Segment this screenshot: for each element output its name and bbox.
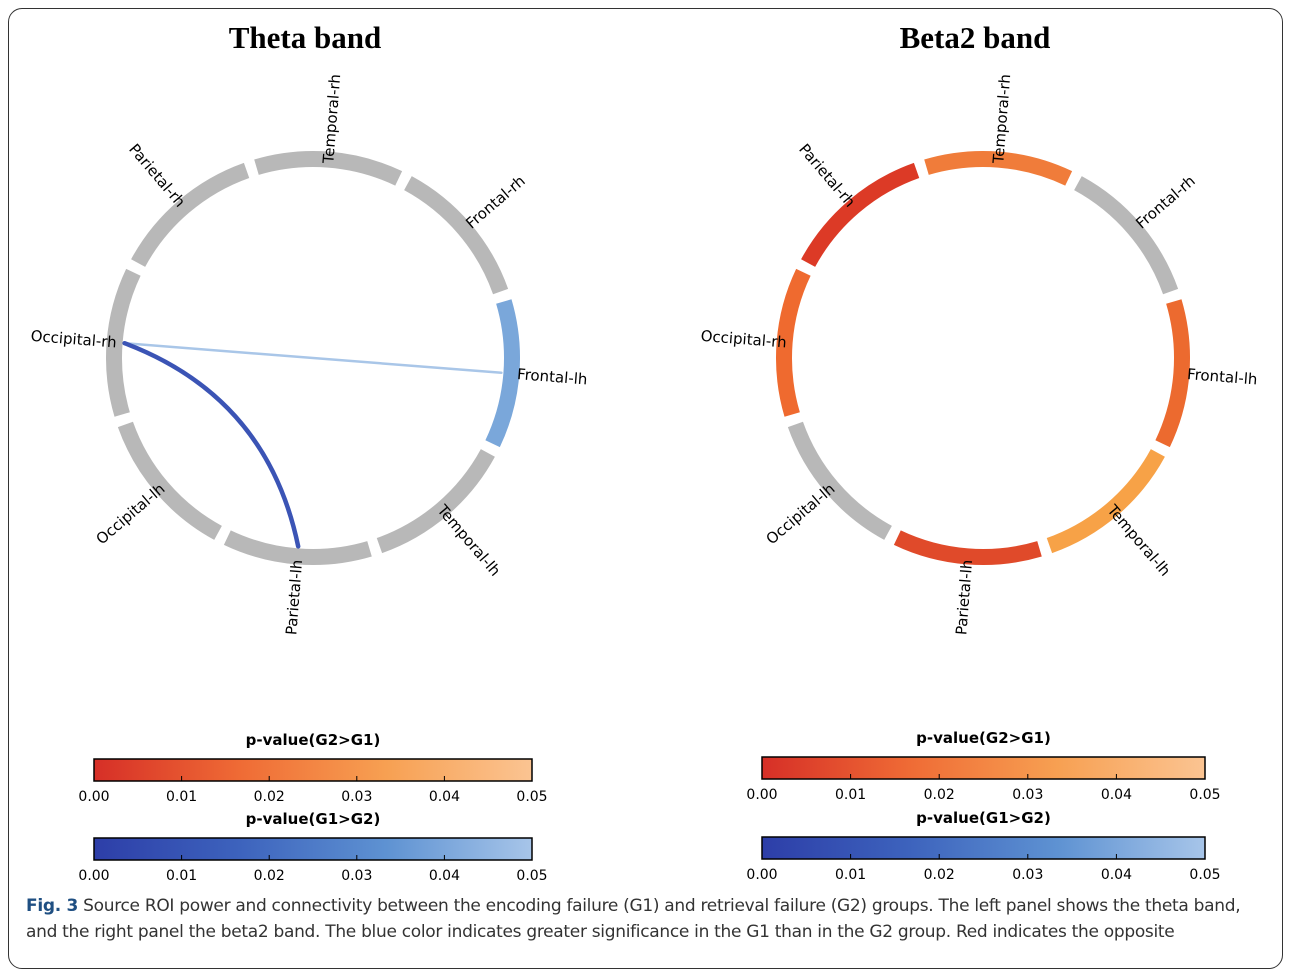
beta2-colorbar-title-1: p-value(G1>G2): [916, 809, 1051, 827]
beta2-colorbar-tick-label: 0.02: [924, 867, 955, 883]
beta2-roi-label-parietal-lh: Parietal-lh: [952, 559, 976, 636]
theta-colorbar-tick-label: 0.03: [341, 789, 372, 805]
beta2-node-arc-parietal-lh: [897, 538, 1039, 557]
theta-roi-label-temporal-rh: Temporal-rh: [319, 73, 344, 165]
beta2-panel-title: Beta2 band: [900, 20, 1051, 55]
theta-colorbars: p-value(G2>G1) 0.00 0.01 0.02 0.03 0.04 0.05 p-…: [78, 731, 547, 884]
beta2-colorbars: p-value(G2>G1) 0.00 0.01 0.02 0.03 0.04 0.05 p-…: [746, 729, 1220, 883]
beta2-colorbar-tick-label: 0.04: [1101, 787, 1132, 803]
beta2-roi-arcs: [784, 159, 1182, 557]
theta-roi-label-frontal-lh: Frontal-lh: [517, 365, 589, 388]
theta-colorbar-tick-label: 0.03: [341, 868, 372, 884]
beta2-roi-label-parietal-rh: Parietal-rh: [795, 140, 859, 210]
beta2-colorbar-tick-label: 0.00: [746, 787, 777, 803]
beta2-colorbar-tick-label: 0.03: [1012, 867, 1043, 883]
theta-colorbar-title-1: p-value(G1>G2): [246, 810, 381, 828]
theta-roi-label-parietal-lh: Parietal-lh: [282, 559, 306, 636]
beta2-colorbar-tick-label: 0.00: [746, 867, 777, 883]
theta-colorbar-tick-label: 0.05: [516, 868, 547, 884]
theta-colorbar-tick-label: 0.02: [254, 789, 285, 805]
theta-roi-label-occipital-rh: Occipital-rh: [30, 327, 117, 352]
theta-roi-label-parietal-rh: Parietal-rh: [125, 140, 189, 210]
beta2-roi-label-temporal-rh: Temporal-rh: [989, 73, 1014, 165]
beta2-colorbar-tick-label: 0.04: [1101, 867, 1132, 883]
theta-panel-title: Theta band: [229, 20, 381, 55]
theta-colorbar-tick-label: 0.02: [254, 868, 285, 884]
theta-colorbar-tick-label: 0.05: [516, 789, 547, 805]
beta2-roi-label-occipital-rh: Occipital-rh: [700, 327, 787, 352]
beta2-roi-label-frontal-lh: Frontal-lh: [1187, 365, 1259, 388]
beta2-colorbar-tick-label: 0.02: [924, 787, 955, 803]
beta2-panel: Beta2 band Frontal-rh Temporal-rh Parietal…: [700, 20, 1258, 636]
theta-colorbar-title-0: p-value(G2>G1): [246, 731, 381, 749]
theta-colorbar-tick-label: 0.00: [78, 868, 109, 884]
theta-colorbar-tick-label: 0.04: [429, 868, 460, 884]
beta2-roi-label-occipital-lh: Occipital-lh: [763, 480, 839, 549]
beta2-roi-label-frontal-rh: Frontal-rh: [1132, 172, 1199, 233]
theta-colorbar-tick-label: 0.01: [166, 789, 197, 805]
theta-connection-parietal-lh-to-occipital-rh: [125, 343, 299, 546]
beta2-node-arc-occipital-rh: [784, 272, 803, 414]
beta2-colorbar-tick-label: 0.03: [1012, 787, 1043, 803]
theta-roi-label-frontal-rh: Frontal-rh: [462, 172, 529, 233]
theta-colorbar-1: [94, 838, 532, 860]
beta2-colorbar-tick-label: 0.05: [1189, 867, 1220, 883]
beta2-colorbar-tick-label: 0.05: [1189, 787, 1220, 803]
theta-colorbar-tick-label: 0.04: [429, 789, 460, 805]
theta-roi-label-temporal-lh: Temporal-lh: [433, 501, 504, 580]
beta2-node-arc-frontal-lh: [1163, 301, 1182, 443]
beta2-colorbar-1: [762, 837, 1205, 859]
caption-text: Source ROI power and connectivity betwee…: [26, 896, 1240, 942]
beta2-colorbar-title-0: p-value(G2>G1): [916, 729, 1051, 747]
beta2-roi-label-temporal-lh: Temporal-lh: [1103, 501, 1174, 580]
figure-caption: Fig. 3 Source ROI power and connectivity…: [26, 893, 1266, 945]
beta2-colorbar-tick-label: 0.01: [835, 867, 866, 883]
theta-roi-label-occipital-lh: Occipital-lh: [93, 480, 169, 549]
theta-colorbar-tick-label: 0.00: [78, 789, 109, 805]
theta-colorbar-0: [94, 759, 532, 781]
theta-panel: Theta band Frontal-rh Temporal-rh Parietal…: [30, 20, 588, 636]
beta2-colorbar-tick-label: 0.01: [835, 787, 866, 803]
beta2-colorbar-0: [762, 757, 1205, 779]
theta-colorbar-tick-label: 0.01: [166, 868, 197, 884]
figure-label: Fig. 3: [26, 896, 78, 916]
